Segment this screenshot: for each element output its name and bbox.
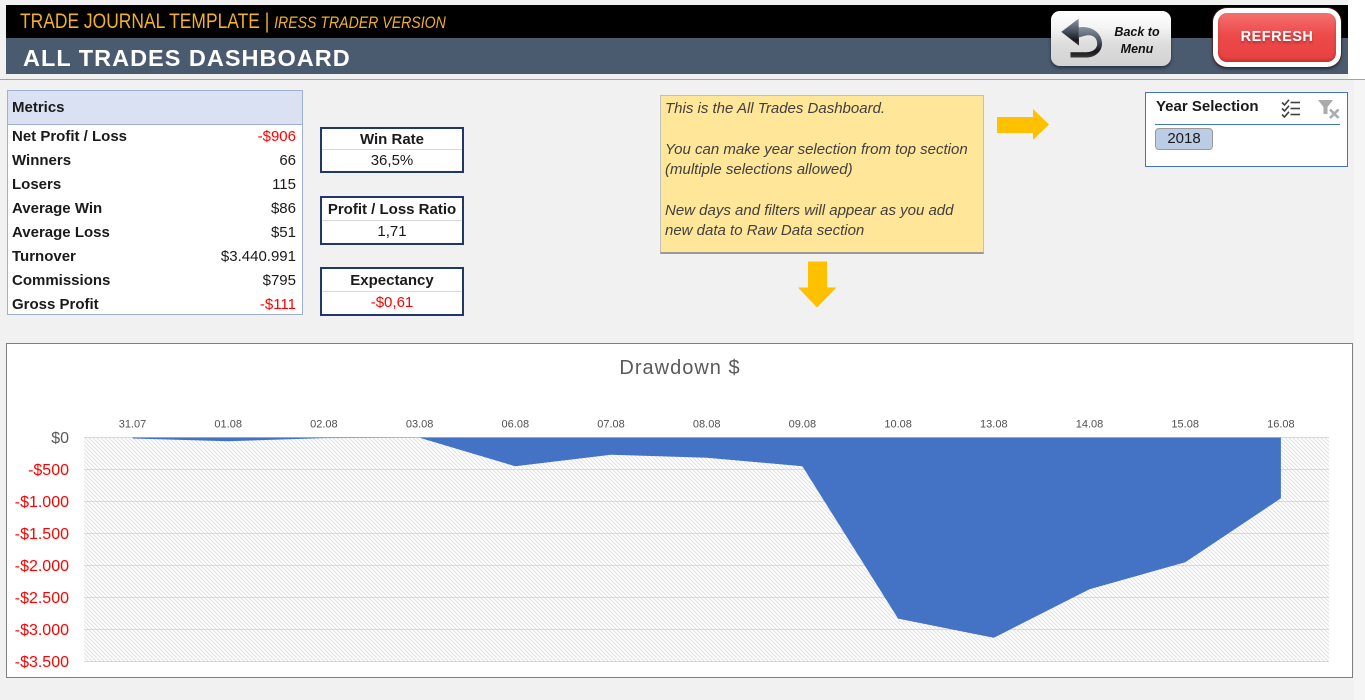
svg-text:Drawdown $: Drawdown $ bbox=[619, 357, 740, 379]
svg-text:$0: $0 bbox=[51, 430, 69, 447]
svg-text:01.08: 01.08 bbox=[214, 419, 242, 431]
svg-text:13.08: 13.08 bbox=[980, 419, 1008, 431]
svg-text:-$3.000: -$3.000 bbox=[15, 622, 69, 639]
svg-text:07.08: 07.08 bbox=[597, 419, 625, 431]
svg-text:02.08: 02.08 bbox=[310, 419, 338, 431]
svg-text:-$2.000: -$2.000 bbox=[15, 558, 69, 575]
svg-text:06.08: 06.08 bbox=[502, 419, 530, 431]
svg-text:-$3.500: -$3.500 bbox=[15, 654, 69, 671]
svg-text:15.08: 15.08 bbox=[1171, 419, 1199, 431]
svg-text:-$1.500: -$1.500 bbox=[15, 526, 69, 543]
svg-text:08.08: 08.08 bbox=[693, 419, 721, 431]
svg-text:-$500: -$500 bbox=[28, 462, 69, 479]
svg-text:-$1.000: -$1.000 bbox=[15, 494, 69, 511]
svg-text:09.08: 09.08 bbox=[789, 419, 817, 431]
svg-text:10.08: 10.08 bbox=[884, 419, 912, 431]
svg-text:14.08: 14.08 bbox=[1076, 419, 1104, 431]
svg-text:03.08: 03.08 bbox=[406, 419, 434, 431]
svg-text:16.08: 16.08 bbox=[1267, 419, 1295, 431]
svg-text:-$2.500: -$2.500 bbox=[15, 590, 69, 607]
svg-text:31.07: 31.07 bbox=[119, 419, 147, 431]
